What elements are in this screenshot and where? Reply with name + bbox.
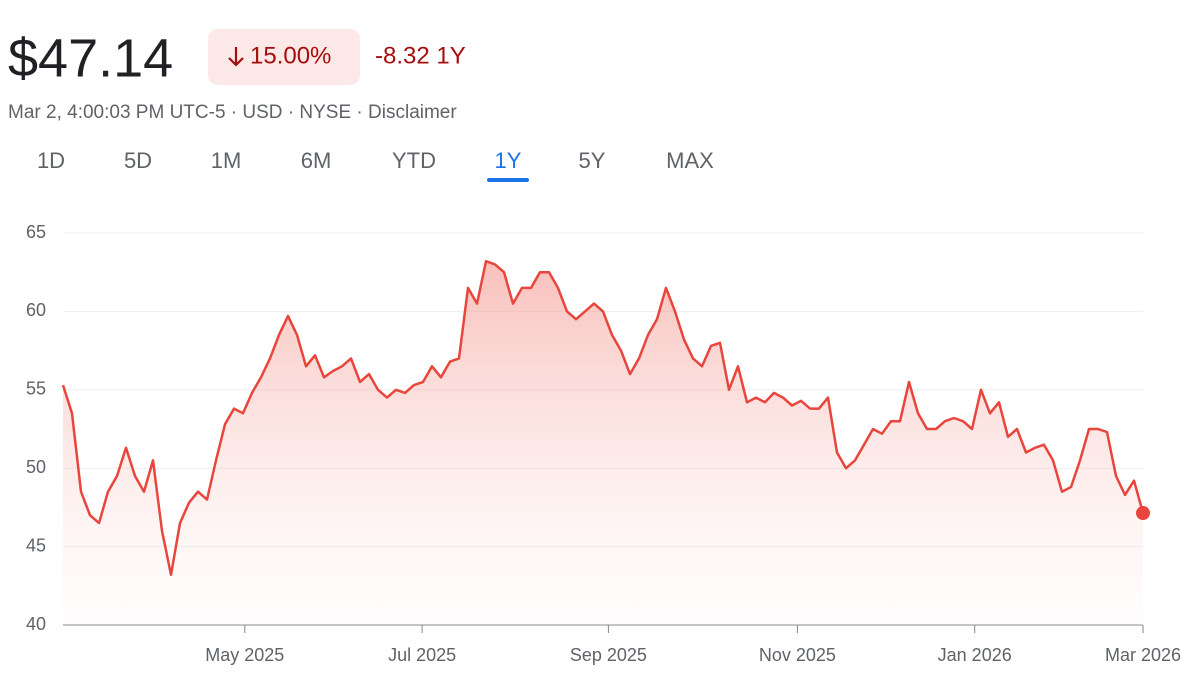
x-tick-label: Mar 2026 xyxy=(1105,645,1181,665)
x-tick-label: Nov 2025 xyxy=(759,645,836,665)
range-tab[interactable]: 1M xyxy=(211,148,242,173)
line xyxy=(61,259,1145,577)
x-tick-label: Jul 2025 xyxy=(388,645,456,665)
range-tab[interactable]: YTD xyxy=(392,148,436,173)
range-tab[interactable]: 5D xyxy=(124,148,152,173)
area xyxy=(63,261,1143,625)
end-dot xyxy=(1136,506,1150,521)
range-tab[interactable]: 1D xyxy=(37,148,65,173)
y-tick-label: 40 xyxy=(26,614,46,634)
y-tick-label: 55 xyxy=(26,379,46,399)
plot: 40 45 50 55 60 65 May 2025 Jul 2025 Sep 2025 Nov … xyxy=(26,222,1181,665)
y-tick-label: 50 xyxy=(26,457,46,477)
x-tick-label: May 2025 xyxy=(205,645,284,665)
y-tick-label: 60 xyxy=(26,300,46,320)
tabs: 1D 5D 1M 6M YTD 1Y 5Y MAX xyxy=(37,148,714,182)
y-tick-label: 65 xyxy=(26,222,46,242)
y-tick-label: 45 xyxy=(26,535,46,555)
x-tick-label: Jan 2026 xyxy=(938,645,1012,665)
range-tab[interactable]: 6M xyxy=(301,148,332,173)
change-percent: 15.00% xyxy=(250,42,331,69)
range-tab[interactable]: MAX xyxy=(666,148,714,173)
change-badge xyxy=(208,29,360,85)
info: Mar 2, 4:00:03 PM UTC-5 · USD · NYSE · D… xyxy=(8,102,457,123)
range-tab[interactable]: 1Y xyxy=(495,148,522,173)
price: $47.14 xyxy=(8,28,173,88)
down-arrow xyxy=(228,47,244,67)
change: -8.32 1Y xyxy=(375,42,466,69)
tab-underline xyxy=(487,178,529,182)
range-tab[interactable]: 5Y xyxy=(579,148,606,173)
x-tick-label: Sep 2025 xyxy=(570,645,647,665)
